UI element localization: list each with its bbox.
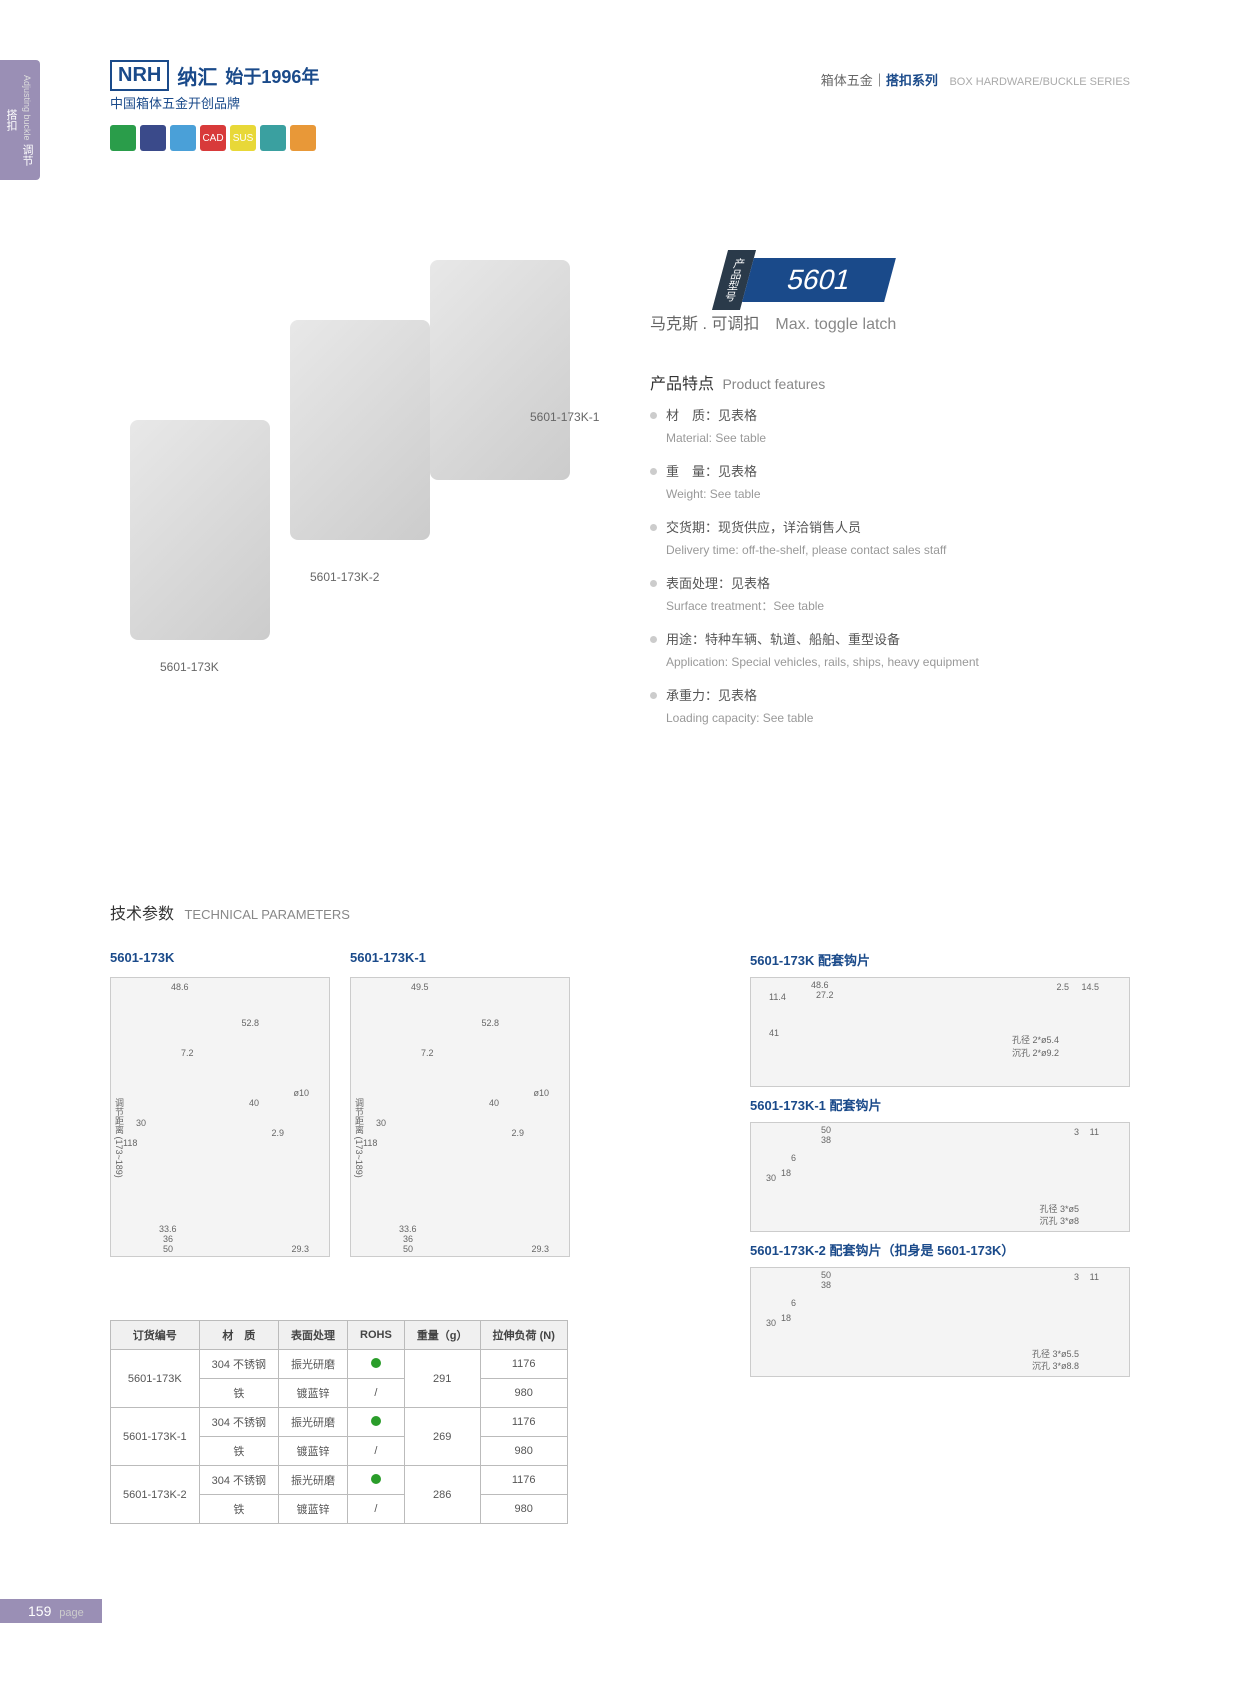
- hook3: 50 38 30 18 6 3 11 孔径 3*ø5.5 沉孔 3*ø8.8: [750, 1267, 1130, 1377]
- diag-1: 48.6 52.8 7.2 40 30 118 调节距离 (173~189) 3…: [110, 977, 330, 1257]
- feature-item: 交货期：现货供应，详洽销售人员Delivery time: off-the-sh…: [650, 518, 1130, 560]
- table-header: 表面处理: [279, 1321, 348, 1350]
- rohs-dot-icon: [371, 1416, 381, 1426]
- header-cat1: 箱体五金: [821, 73, 873, 88]
- features-title: 产品特点 Product features: [650, 370, 1130, 394]
- product-images: 5601-173K 5601-173K-2 5601-173K-1: [130, 260, 610, 720]
- header-cat2: 搭扣系列: [886, 73, 938, 88]
- logo-brand: NRH: [110, 60, 169, 91]
- category-icon: SUS: [230, 125, 256, 151]
- product-name: 马克斯 . 可调扣 Max. toggle latch: [650, 310, 1130, 334]
- prod-label-3: 5601-173K-1: [530, 410, 599, 424]
- table-row: 5601-173K-2304 不锈钢振光研磨2861176: [111, 1466, 568, 1495]
- prod-label-1: 5601-173K: [160, 660, 219, 674]
- page-number: 159: [28, 1603, 51, 1619]
- category-icon: CAD: [200, 125, 226, 151]
- spec-table: 订货编号材 质表面处理ROHS重量（g）拉伸负荷 (N) 5601-173K30…: [110, 1320, 568, 1524]
- table-row: 5601-173K304 不锈钢振光研磨2911176: [111, 1350, 568, 1379]
- table-header: 材 质: [199, 1321, 278, 1350]
- table-header: 拉伸负荷 (N): [480, 1321, 567, 1350]
- category-icon: [260, 125, 286, 151]
- table-header: ROHS: [348, 1321, 405, 1350]
- product-img-3: [430, 260, 570, 480]
- feature-item: 表面处理：见表格Surface treatment：See table: [650, 574, 1130, 616]
- feature-item: 用途：特种车辆、轨道、船舶、重型设备Application: Special v…: [650, 630, 1130, 672]
- prod-label-2: 5601-173K-2: [310, 570, 379, 584]
- hook1: 48.6 27.2 11.4 41 2.5 14.5 孔径 2*ø5.4 沉孔 …: [750, 977, 1130, 1087]
- header-category: 箱体五金｜搭扣系列 BOX HARDWARE/BUCKLE SERIES: [821, 70, 1130, 89]
- badge-number: 5601: [742, 258, 896, 302]
- feature-item: 材 质：见表格Material: See table: [650, 406, 1130, 448]
- diag-2: 49.5 52.8 7.2 40 30 118 调节距离 (173~189) 3…: [350, 977, 570, 1257]
- diag-title-1: 5601-173K: [110, 950, 330, 965]
- rohs-dot-icon: [371, 1474, 381, 1484]
- logo-tagline: 中国箱体五金开创品牌: [110, 93, 319, 112]
- category-icon: [110, 125, 136, 151]
- product-badge: 产品型号 5601: [720, 250, 890, 310]
- category-icon: [170, 125, 196, 151]
- logo: NRH 纳汇 始于1996年 中国箱体五金开创品牌: [110, 60, 319, 112]
- category-icon: [140, 125, 166, 151]
- hook1-title: 5601-173K 配套钩片: [750, 950, 1130, 969]
- category-icon: [290, 125, 316, 151]
- page-label: page: [59, 1607, 83, 1619]
- hook2: 50 38 30 18 6 3 11 孔径 3*ø5 沉孔 3*ø8: [750, 1122, 1130, 1232]
- tech-title: 技术参数 TECHNICAL PARAMETERS: [110, 900, 350, 924]
- feature-item: 承重力：见表格Loading capacity: See table: [650, 686, 1130, 728]
- table-row: 5601-173K-1304 不锈钢振光研磨2691176: [111, 1408, 568, 1437]
- feature-item: 重 量：见表格Weight: See table: [650, 462, 1130, 504]
- sidebar-en: Adjusting buckle: [22, 75, 32, 141]
- features: 产品特点 Product features 材 质：见表格Material: S…: [650, 370, 1130, 742]
- sidebar-tab: Adjusting buckle 调节搭扣: [0, 60, 40, 180]
- hook3-title: 5601-173K-2 配套钩片（扣身是 5601-173K）: [750, 1240, 1130, 1259]
- diagrams-right: 5601-173K 配套钩片 48.6 27.2 11.4 41 2.5 14.…: [750, 950, 1130, 1385]
- logo-since: 始于1996年: [225, 63, 319, 89]
- page-footer: 159 page: [0, 1599, 102, 1623]
- rohs-dot-icon: [371, 1358, 381, 1368]
- table-header: 重量（g）: [404, 1321, 480, 1350]
- icon-row: CADSUS: [110, 125, 316, 151]
- header-en: BOX HARDWARE/BUCKLE SERIES: [949, 76, 1130, 88]
- product-img-1: [130, 420, 270, 640]
- table-header: 订货编号: [111, 1321, 200, 1350]
- logo-name: 纳汇: [177, 61, 217, 90]
- product-img-2: [290, 320, 430, 540]
- diag-title-2: 5601-173K-1: [350, 950, 570, 965]
- hook2-title: 5601-173K-1 配套钩片: [750, 1095, 1130, 1114]
